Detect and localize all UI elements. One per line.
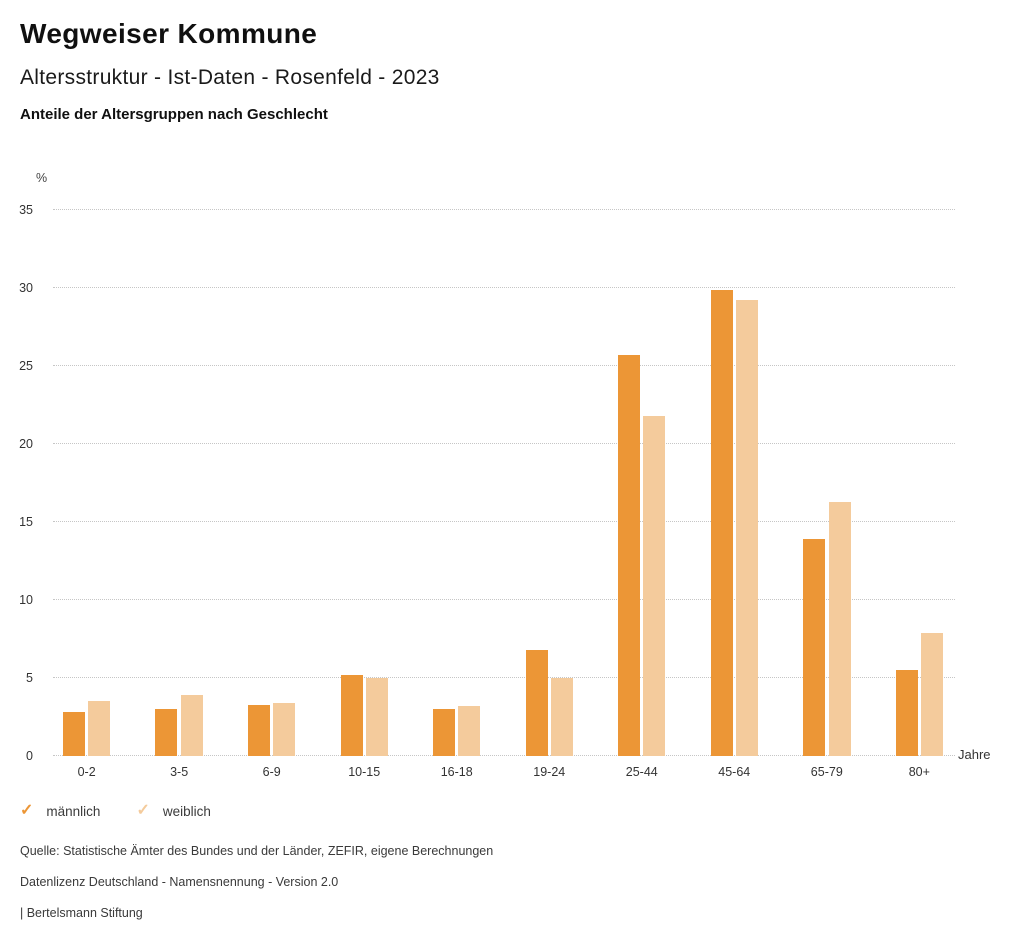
legend-label: männlich [46,803,101,819]
legend-item-männlich[interactable]: ✓ männlich [20,802,100,820]
legend-item-weiblich[interactable]: ✓ weiblich [136,802,210,820]
page-subtitle: Altersstruktur - Ist-Daten - Rosenfeld -… [20,66,440,89]
x-axis-unit-label: Jahre [958,747,991,762]
gridline-25 [53,365,955,366]
gridline-0 [53,755,955,756]
bar-weiblich-6-9[interactable] [273,702,296,756]
bar-männlich-10-15[interactable] [340,674,363,756]
gridline-30 [53,287,955,288]
check-icon: ✓ [136,802,150,819]
gridline-5 [53,677,955,678]
footer-source-line: Quelle: Statistische Ämter des Bundes un… [20,844,494,858]
gridline-35 [53,209,955,210]
y-axis-unit-label: % [36,171,48,185]
bar-weiblich-19-24[interactable] [550,678,573,756]
y-tick-label-30: 30 [19,281,33,295]
gridline-10 [53,599,955,600]
bar-weiblich-45-64[interactable] [735,300,758,756]
x-axis: 0-2 3-5 6-9 10-15 16-18 19-24 25-44 45-64 65-79 8… [53,765,955,783]
bar-weiblich-3-5[interactable] [180,695,203,756]
chart-heading: Anteile der Altersgruppen nach Geschlech… [20,106,328,123]
bar-männlich-80+[interactable] [895,670,918,756]
page-title: Wegweiser Kommune [20,18,318,49]
y-tick-label-0: 0 [26,749,33,763]
y-tick-label-15: 15 [19,515,33,529]
x-tick-label-0-2: 0-2 [77,765,96,779]
y-tick-label-25: 25 [19,359,33,373]
bar-männlich-25-44[interactable] [618,355,641,756]
x-tick-label-19-24: 19-24 [533,765,566,779]
bar-männlich-3-5[interactable] [155,709,178,756]
y-tick-label-5: 5 [26,671,33,685]
x-tick-label-6-9: 6-9 [262,765,281,779]
footer-attribution-line: | Bertelsmann Stiftung [20,906,143,920]
footer-license-line: Datenlizenz Deutschland - Namensnennung … [20,875,339,889]
y-tick-label-20: 20 [19,437,33,451]
legend-label: weiblich [162,803,211,819]
gridline-15 [53,521,955,522]
bar-weiblich-10-15[interactable] [365,678,388,756]
y-tick-label-35: 35 [19,203,33,217]
bar-männlich-6-9[interactable] [247,704,270,756]
plot-area [53,209,955,756]
x-tick-label-80+: 80+ [908,765,930,779]
gridline-20 [53,443,955,444]
bar-männlich-19-24[interactable] [525,649,548,756]
check-icon: ✓ [20,802,34,819]
bar-weiblich-16-18[interactable] [458,706,481,756]
bar-weiblich-80+[interactable] [921,632,944,756]
x-tick-label-16-18: 16-18 [440,765,473,779]
bar-weiblich-65-79[interactable] [828,501,851,756]
bar-männlich-0-2[interactable] [62,712,85,756]
x-tick-label-3-5: 3-5 [170,765,189,779]
x-tick-label-45-64: 45-64 [718,765,751,779]
x-tick-label-65-79: 65-79 [810,765,843,779]
legend: ✓ männlich ✓ weiblich [20,802,211,820]
bar-männlich-16-18[interactable] [433,709,456,756]
bar-weiblich-0-2[interactable] [88,701,111,756]
bar-männlich-65-79[interactable] [803,539,826,756]
bar-weiblich-25-44[interactable] [643,415,666,756]
y-axis: 0 5 10 15 20 25 30 35 [0,203,33,763]
y-tick-label-10: 10 [19,593,33,607]
bar-männlich-45-64[interactable] [710,289,733,756]
x-tick-label-25-44: 25-44 [625,765,658,779]
x-tick-label-10-15: 10-15 [348,765,381,779]
